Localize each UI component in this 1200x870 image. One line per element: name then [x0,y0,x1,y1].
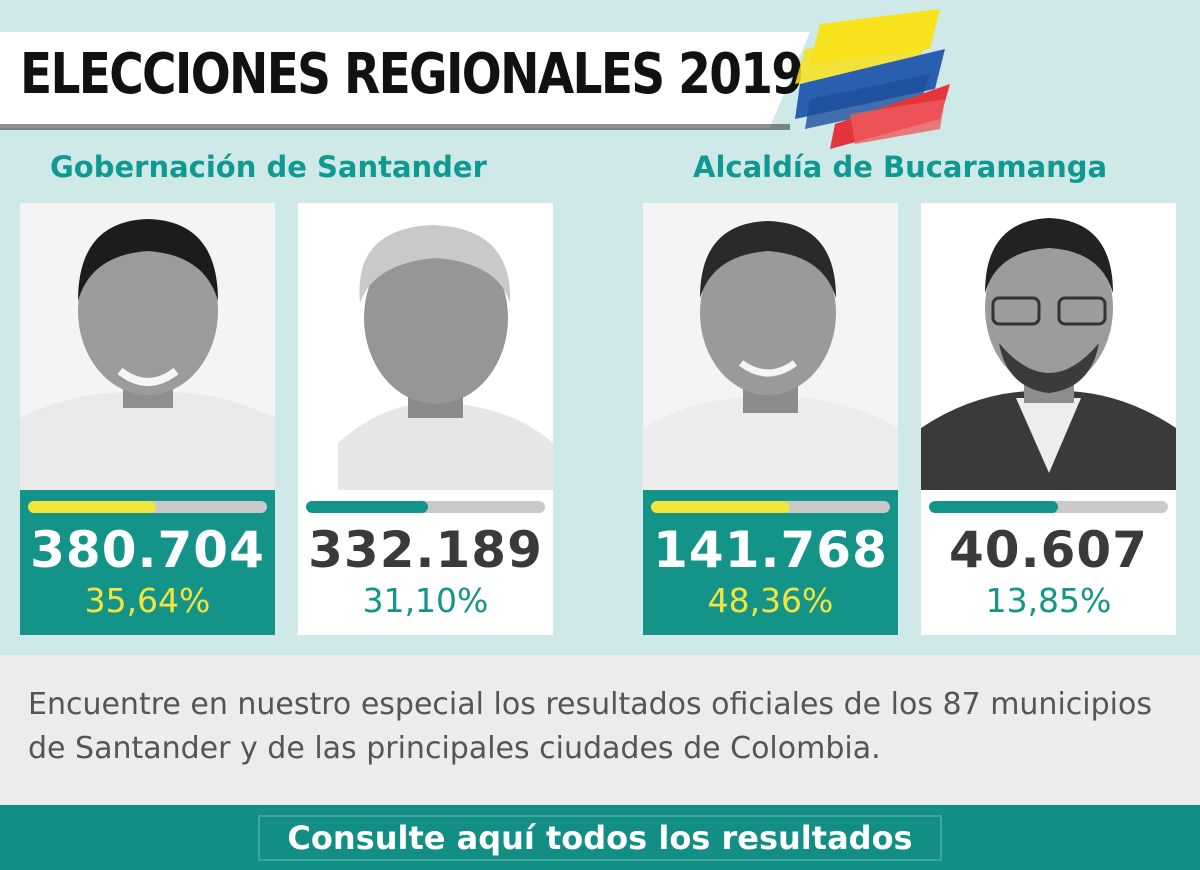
vote-percent: 35,64% [84,581,211,620]
candidate-photo [20,203,275,490]
candidate-card[interactable]: 380.704 35,64% [20,203,275,635]
vote-share-bar [28,501,267,513]
candidate-photo [298,203,553,490]
vote-share-fill [306,501,429,513]
candidate-card[interactable]: 332.189 31,10% [298,203,553,635]
vote-share-fill [651,501,791,513]
vote-percent: 13,85% [985,581,1112,620]
vote-share-bar [651,501,890,513]
info-text: Encuentre en nuestro especial los result… [28,687,1152,766]
candidate-card[interactable]: 40.607 13,85% [921,203,1176,635]
race-title-gobernacion: Gobernación de Santander [50,150,487,184]
vote-percent: 31,10% [362,581,489,620]
candidate-photo [643,203,898,490]
race-title-alcaldia: Alcaldía de Bucaramanga [693,150,1108,184]
vote-count: 380.704 [30,521,265,579]
vote-percent: 48,36% [707,581,834,620]
results-link[interactable]: Consulte aquí todos los resultados [258,815,942,861]
vote-share-fill [28,501,157,513]
info-section: Encuentre en nuestro especial los result… [0,655,1200,805]
vote-count: 332.189 [308,521,543,579]
colombia-flag-brush [795,9,950,149]
page-title: ELECCIONES REGIONALES 2019 [20,42,804,107]
vote-share-bar [306,501,545,513]
banner-shadow [0,124,790,130]
candidate-card[interactable]: 141.768 48,36% [643,203,898,635]
vote-share-fill [929,501,1058,513]
header-banner [0,32,810,128]
candidate-photo [921,203,1176,490]
vote-share-bar [929,501,1168,513]
vote-count: 141.768 [653,521,888,579]
cta-bar: Consulte aquí todos los resultados [0,805,1200,870]
vote-count: 40.607 [949,521,1148,579]
